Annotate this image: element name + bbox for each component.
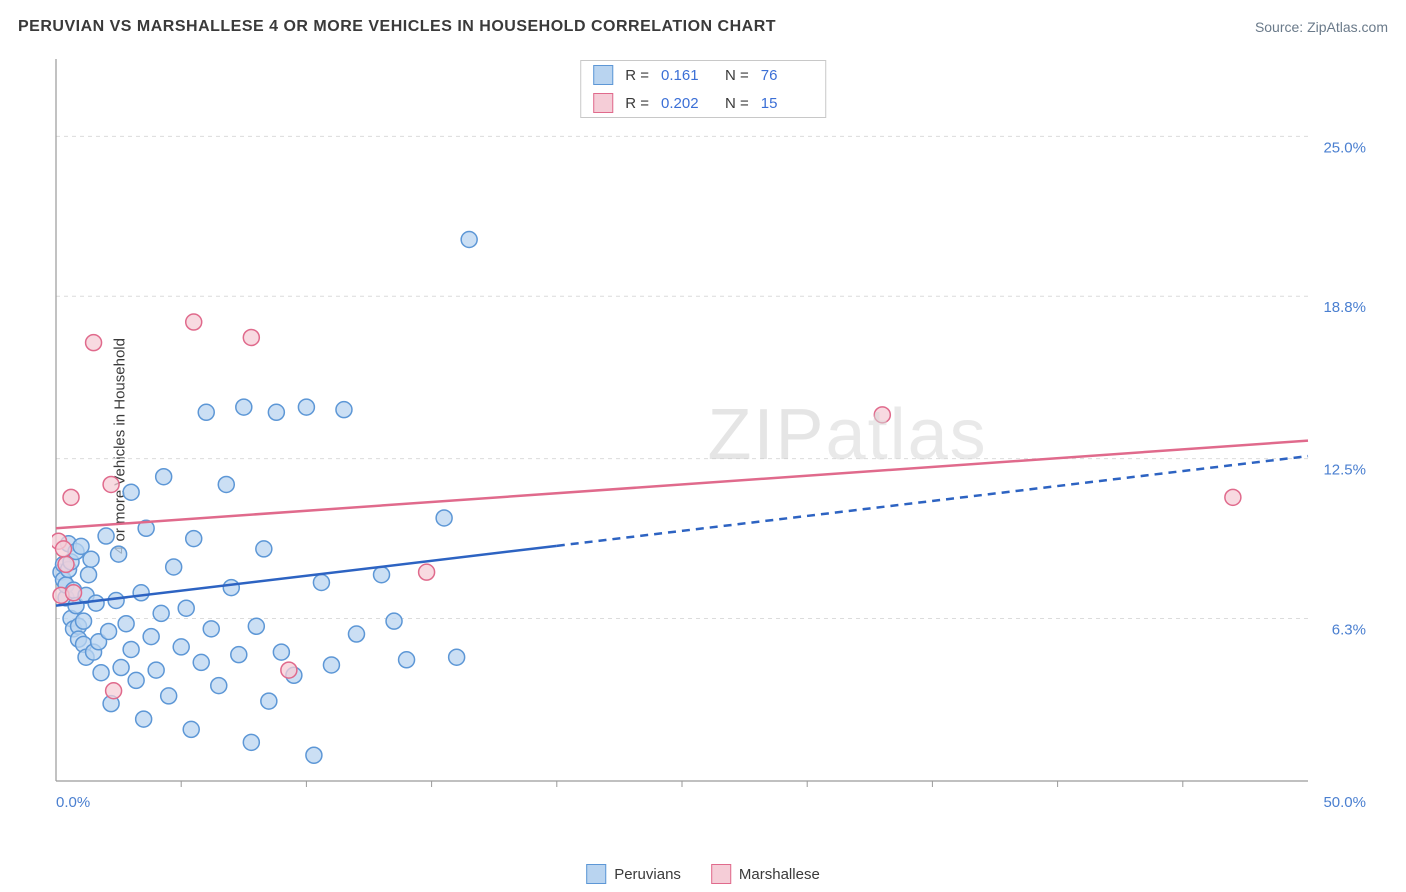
stat-n-label: N = — [725, 67, 749, 84]
stat-n-label: N = — [725, 95, 749, 112]
series-name: Peruvians — [614, 866, 681, 883]
legend-swatch — [593, 93, 613, 113]
series-legend: Peruvians Marshallese — [586, 864, 820, 884]
source-label: Source: — [1255, 19, 1307, 35]
scatter-chart-svg: 6.3% 12.5% 18.8% 25.0% 0.0% 50.0% — [52, 55, 1378, 815]
stat-r-value: 0.161 — [661, 67, 705, 84]
svg-text:25.0%: 25.0% — [1323, 139, 1366, 156]
chart-header: PERUVIAN VS MARSHALLESE 4 OR MORE VEHICL… — [18, 18, 1388, 36]
legend-swatch — [711, 864, 731, 884]
svg-text:12.5%: 12.5% — [1323, 462, 1366, 479]
legend-swatch — [593, 65, 613, 85]
series-legend-item: Peruvians — [586, 864, 681, 884]
chart-title: PERUVIAN VS MARSHALLESE 4 OR MORE VEHICL… — [18, 18, 776, 36]
stat-r-value: 0.202 — [661, 95, 705, 112]
stat-r-label: R = — [625, 67, 649, 84]
legend-swatch — [586, 864, 606, 884]
svg-text:6.3%: 6.3% — [1332, 622, 1366, 639]
series-legend-item: Marshallese — [711, 864, 820, 884]
series-name: Marshallese — [739, 866, 820, 883]
svg-text:0.0%: 0.0% — [56, 794, 90, 811]
stat-r-label: R = — [625, 95, 649, 112]
chart-area: 6.3%12.5%18.8%25.0%0.0%50.0% ZIPatlas — [52, 55, 1378, 815]
source-value: ZipAtlas.com — [1307, 19, 1388, 35]
stats-legend-row: R = 0.202 N = 15 — [581, 89, 825, 117]
stat-n-value: 76 — [761, 67, 805, 84]
svg-text:50.0%: 50.0% — [1323, 794, 1366, 811]
stat-n-value: 15 — [761, 95, 805, 112]
source-attribution: Source: ZipAtlas.com — [1255, 19, 1388, 35]
stats-legend-row: R = 0.161 N = 76 — [581, 61, 825, 89]
svg-text:18.8%: 18.8% — [1323, 299, 1366, 316]
stats-legend: R = 0.161 N = 76 R = 0.202 N = 15 — [580, 60, 826, 118]
